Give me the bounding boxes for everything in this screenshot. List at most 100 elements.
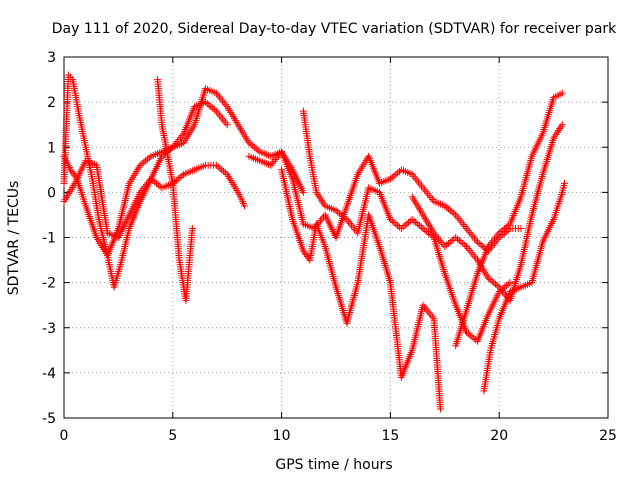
data-point	[218, 166, 226, 174]
data-points	[60, 71, 568, 413]
data-point	[216, 164, 224, 172]
data-point	[68, 168, 76, 176]
data-point	[448, 208, 456, 216]
data-point	[156, 182, 164, 190]
data-point	[504, 221, 512, 229]
data-point	[517, 224, 525, 232]
y-tick-label: 3	[47, 50, 56, 66]
data-point	[214, 163, 222, 171]
data-point	[172, 176, 180, 184]
y-tick-label: -1	[42, 231, 56, 247]
data-point	[499, 226, 507, 234]
data-point	[154, 181, 162, 189]
data-point	[147, 175, 155, 183]
data-point	[252, 145, 260, 153]
y-tick-label: -5	[42, 411, 56, 427]
data-point	[457, 238, 465, 246]
y-tick-label: 0	[47, 185, 56, 201]
data-point	[452, 234, 460, 241]
data-point	[395, 167, 403, 175]
series-9	[480, 179, 568, 395]
y-tick-label: 2	[47, 95, 56, 111]
data-point	[490, 279, 498, 287]
data-point	[143, 155, 151, 163]
data-point	[446, 206, 454, 214]
data-point	[247, 140, 255, 148]
data-point	[250, 143, 258, 151]
data-point	[209, 104, 217, 112]
data-point	[453, 235, 461, 243]
data-point	[341, 214, 349, 222]
data-point	[158, 152, 166, 160]
data-point	[245, 139, 253, 147]
data-point	[336, 209, 344, 217]
data-point	[390, 218, 398, 226]
x-tick-label: 5	[168, 428, 177, 444]
data-point	[302, 251, 310, 259]
x-tick-label: 0	[60, 428, 69, 444]
data-point	[220, 167, 228, 175]
data-point	[205, 101, 213, 109]
x-axis-label: GPS time / hours	[275, 457, 392, 473]
data-point	[475, 240, 483, 248]
data-point	[504, 280, 512, 288]
data-point	[558, 89, 566, 97]
data-point	[394, 169, 402, 177]
data-point	[339, 212, 347, 220]
x-tick-label: 25	[599, 428, 617, 444]
data-point	[501, 224, 509, 232]
data-point	[444, 240, 452, 248]
data-point	[303, 252, 311, 260]
data-point	[428, 232, 436, 240]
data-point	[484, 274, 492, 282]
data-point	[176, 173, 184, 181]
data-point	[408, 215, 416, 223]
data-point	[446, 238, 454, 246]
data-point	[386, 215, 394, 223]
data-point	[388, 217, 396, 225]
data-point	[415, 221, 423, 229]
data-point	[417, 223, 425, 231]
data-point	[443, 241, 451, 249]
data-point	[299, 188, 307, 196]
data-point	[151, 178, 159, 186]
y-tick-label: -3	[42, 321, 56, 337]
data-point	[392, 220, 400, 228]
y-axis-label: SDTVAR / TECUs	[6, 181, 22, 296]
y-tick-label: -2	[42, 276, 56, 292]
data-point	[473, 238, 481, 246]
data-point	[249, 142, 257, 150]
series-1	[60, 71, 231, 291]
data-point	[405, 218, 413, 226]
data-point	[203, 100, 211, 108]
data-point	[174, 175, 182, 183]
data-point	[414, 220, 422, 228]
data-point	[201, 98, 209, 106]
series-3	[154, 76, 196, 305]
data-point	[334, 208, 342, 216]
data-point	[448, 237, 456, 245]
data-point	[495, 229, 503, 237]
data-point	[401, 221, 409, 229]
ticks	[63, 56, 609, 419]
data-point	[459, 240, 467, 248]
data-point	[502, 282, 510, 290]
data-point	[455, 237, 463, 245]
tick-labels: 0 5 10 15 20 25 -5 -4 -3 -2 -1 0 1 2 3	[42, 50, 617, 444]
data-point	[145, 154, 153, 162]
series-6	[299, 107, 514, 345]
data-point	[558, 121, 566, 129]
data-point	[419, 224, 427, 232]
data-point	[468, 333, 476, 341]
series-4	[245, 148, 525, 255]
x-tick-label: 20	[490, 428, 508, 444]
data-point	[337, 211, 345, 219]
data-point	[466, 331, 474, 339]
data-point	[211, 106, 219, 114]
data-point	[486, 276, 494, 284]
data-point	[450, 209, 458, 217]
data-point	[178, 172, 186, 180]
series-8	[452, 89, 566, 350]
data-point	[410, 217, 418, 225]
data-point	[464, 330, 472, 338]
